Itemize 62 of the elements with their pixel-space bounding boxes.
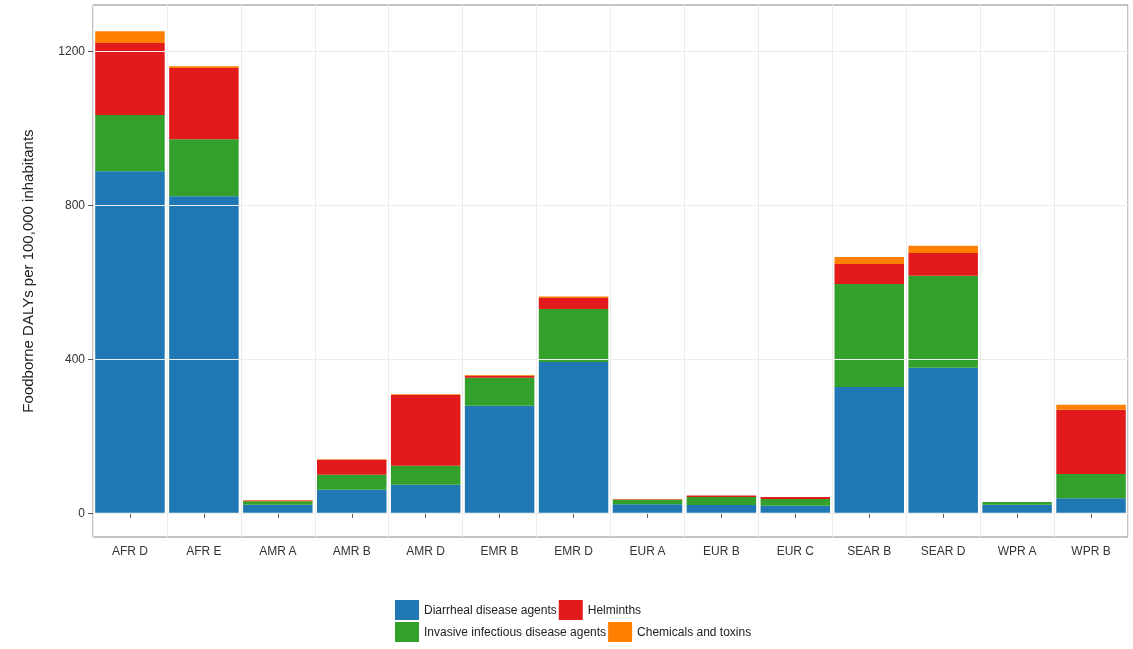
x-tick-label: AMR D — [406, 544, 446, 558]
bar — [95, 171, 165, 513]
bar — [908, 245, 978, 254]
bar — [317, 459, 387, 475]
bar — [834, 386, 904, 513]
x-tick-label: EUR B — [703, 544, 740, 558]
y-tick-label: 800 — [64, 198, 86, 213]
bar — [390, 484, 461, 513]
x-tick-label: EUR A — [629, 544, 666, 558]
bar — [464, 377, 535, 406]
bar — [908, 253, 978, 276]
bar — [538, 308, 609, 362]
bar — [538, 298, 609, 309]
bar — [95, 115, 165, 172]
bar — [834, 283, 904, 387]
bar — [1056, 404, 1126, 410]
legend-label: Helminths — [587, 603, 642, 617]
y-tick-label: 1200 — [58, 44, 86, 59]
x-tick-label: EMR B — [480, 544, 519, 558]
bar — [390, 465, 461, 485]
bar — [1056, 409, 1126, 474]
bar — [317, 474, 387, 490]
bar — [1056, 473, 1126, 499]
bar — [390, 395, 461, 466]
x-tick-label: AMR B — [332, 544, 371, 558]
bar — [95, 31, 165, 44]
x-tick-label: WPR A — [997, 544, 1037, 558]
bar — [317, 489, 387, 513]
x-tick-label: AMR A — [259, 544, 297, 558]
legend-label: Diarrheal disease agents — [424, 603, 557, 617]
bar — [982, 504, 1052, 513]
y-tick-label: 0 — [78, 505, 86, 520]
x-tick-label: AFR D — [111, 544, 149, 558]
x-tick-label: AFR E — [186, 544, 222, 558]
bar — [169, 68, 239, 140]
bar — [169, 139, 239, 197]
bar — [95, 43, 165, 116]
legend-label: Chemicals and toxins — [637, 625, 752, 639]
x-tick-label: EMR D — [554, 544, 594, 558]
bar — [760, 505, 831, 513]
bar — [834, 263, 904, 284]
bar — [169, 196, 239, 513]
bar — [612, 504, 683, 513]
bar — [908, 367, 978, 513]
bar — [538, 361, 609, 513]
x-tick-label: EUR C — [776, 544, 815, 558]
bar — [908, 275, 978, 368]
x-tick-label: WPR B — [1071, 544, 1111, 558]
bar — [686, 505, 757, 513]
bar — [686, 496, 757, 506]
bar — [464, 405, 535, 513]
bar — [834, 256, 904, 264]
bar — [243, 504, 313, 513]
bar — [760, 498, 831, 506]
y-tick-label: 400 — [64, 351, 86, 366]
x-tick-label: SEAR B — [847, 544, 892, 558]
bar — [982, 501, 1052, 505]
y-axis-title: Foodborne DALYs per 100,000 inhabitants — [19, 129, 36, 413]
bar — [1056, 498, 1126, 513]
bar — [612, 499, 683, 505]
legend-label: Invasive infectious disease agents — [424, 625, 607, 639]
x-tick-label: SEAR D — [920, 544, 966, 558]
